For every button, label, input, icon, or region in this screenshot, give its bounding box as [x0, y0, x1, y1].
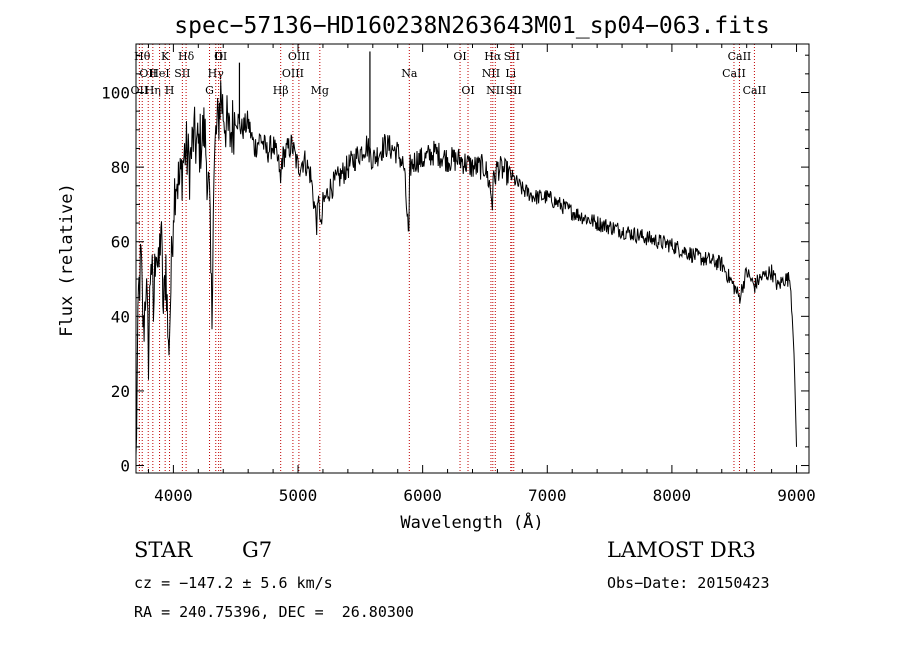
y-tick-label: 40: [111, 307, 130, 326]
line-label: OI: [453, 50, 466, 63]
line-label: H: [165, 84, 175, 97]
line-label: Hγ: [208, 67, 225, 80]
line-label: OIII: [282, 67, 304, 80]
axis-ticks: 4000 5000 6000 7000 8000 9000 0 20 40 60 80 100: [101, 44, 816, 505]
y-tick-label: 80: [111, 158, 130, 177]
line-label: NII: [482, 67, 500, 80]
line-label: OI: [461, 84, 474, 97]
x-tick-label: 5000: [279, 486, 318, 505]
coordinates: RA = 240.75396, DEC = 26.80300: [134, 603, 414, 621]
line-label: HeI: [149, 67, 169, 80]
line-label: OII: [139, 67, 157, 80]
line-label: G: [205, 84, 214, 97]
x-tick-label: 8000: [653, 486, 692, 505]
line-label: SII: [174, 67, 190, 80]
line-label: NII: [486, 84, 504, 97]
line-label: CaII: [728, 50, 752, 63]
y-tick-label: 0: [120, 457, 130, 476]
plot-frame: [135, 43, 810, 474]
observation-date: Obs−Date: 20150423: [607, 574, 770, 592]
line-label: Hη: [145, 84, 161, 97]
y-tick-label: 60: [111, 233, 130, 252]
spectrum-line: [135, 80, 797, 456]
line-label: OIII: [288, 50, 310, 63]
x-axis-label: Wavelength (Å): [400, 511, 543, 533]
line-label: SII: [506, 84, 522, 97]
line-label: O: [214, 50, 223, 63]
y-axis-label: Flux (relative): [57, 183, 77, 337]
survey-name: LAMOST DR3: [607, 538, 756, 562]
emission-line-markers: OIIHθOIIHηHeIKHSIIHδGHγOIIIHβOIIIOIIIMgN…: [131, 44, 767, 473]
line-label: SII: [504, 50, 520, 63]
line-label: Na: [401, 67, 418, 80]
line-label: Hα: [484, 50, 502, 63]
line-label: Hδ: [178, 50, 195, 63]
x-tick-label: 6000: [403, 486, 442, 505]
redshift-velocity: cz = −147.2 ± 5.6 km/s: [134, 574, 333, 592]
line-label: III: [214, 50, 227, 63]
line-label: Li: [505, 67, 516, 80]
line-label: K: [161, 50, 170, 63]
series-layer: [135, 51, 797, 456]
line-label: Hβ: [273, 84, 289, 97]
line-label: Mg: [311, 84, 329, 97]
object-subclass: G7: [242, 538, 273, 562]
line-label: Hθ: [134, 50, 151, 63]
object-class: STAR: [134, 538, 193, 562]
y-tick-label: 20: [111, 382, 130, 401]
y-tick-label: 100: [101, 83, 130, 102]
line-label: CaII: [743, 84, 767, 97]
line-label: CaII: [722, 67, 746, 80]
x-tick-label: 7000: [528, 486, 567, 505]
chart-title: spec−57136−HD160238N263643M01_sp04−063.f…: [174, 13, 769, 39]
x-tick-label: 9000: [777, 486, 816, 505]
line-label: OII: [131, 84, 149, 97]
x-tick-label: 4000: [154, 486, 193, 505]
